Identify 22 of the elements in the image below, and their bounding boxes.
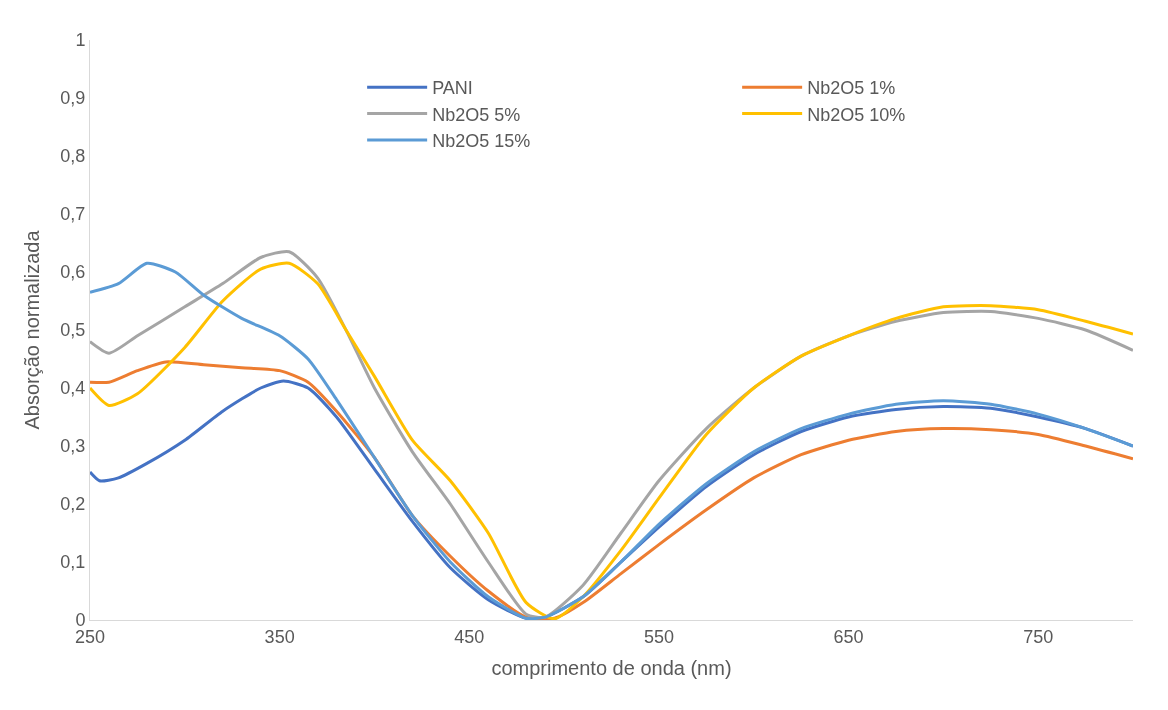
legend-label: Nb2O5 10% [807, 104, 906, 125]
y-tick-label: 0,7 [60, 204, 86, 225]
legend-label: Nb2O5 15% [432, 131, 531, 152]
x-tick-label: 350 [264, 626, 295, 647]
x-tick-label: 650 [833, 626, 864, 647]
legend-label: PANI [432, 78, 473, 99]
x-tick-label: 450 [454, 626, 485, 647]
y-axis-title: Absorção normalizada [20, 229, 43, 430]
y-tick-label: 0,2 [60, 494, 86, 515]
x-tick-label: 750 [1023, 626, 1054, 647]
y-tick-label: 0,4 [60, 378, 86, 399]
y-tick-label: 0,8 [60, 146, 86, 167]
x-axis-title: comprimento de onda (nm) [491, 657, 732, 680]
y-tick-label: 0,5 [60, 320, 86, 341]
y-tick-label: 0,1 [60, 552, 86, 573]
x-tick-label: 550 [643, 626, 674, 647]
y-tick-label: 0,9 [60, 88, 86, 109]
legend-label: Nb2O5 1% [807, 78, 896, 99]
y-tick-label: 1 [75, 30, 86, 51]
y-tick-label: 0,6 [60, 262, 86, 283]
y-tick-label: 0,3 [60, 436, 86, 457]
legend-label: Nb2O5 5% [432, 104, 521, 125]
